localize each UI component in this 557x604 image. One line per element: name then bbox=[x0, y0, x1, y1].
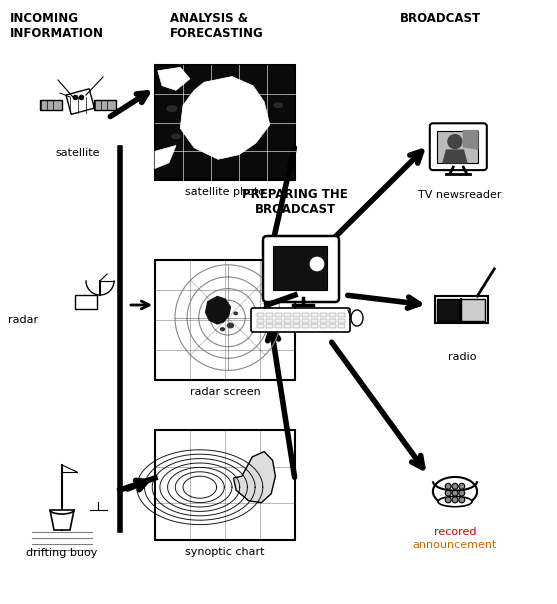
Bar bbox=[338, 313, 345, 317]
Text: satellite photo: satellite photo bbox=[185, 187, 265, 197]
Circle shape bbox=[445, 483, 451, 489]
FancyBboxPatch shape bbox=[263, 236, 339, 302]
Bar bbox=[275, 313, 282, 317]
Circle shape bbox=[452, 483, 458, 489]
Bar bbox=[329, 313, 336, 317]
Bar bbox=[435, 296, 487, 323]
Bar bbox=[293, 318, 300, 323]
Bar bbox=[311, 313, 318, 317]
Bar bbox=[66, 89, 94, 114]
Polygon shape bbox=[158, 67, 190, 91]
Bar bbox=[302, 324, 309, 328]
Text: radar: radar bbox=[8, 315, 38, 325]
Polygon shape bbox=[50, 510, 74, 530]
Bar bbox=[266, 318, 273, 323]
FancyBboxPatch shape bbox=[251, 308, 350, 332]
Bar bbox=[437, 298, 460, 321]
Bar bbox=[338, 324, 345, 328]
Polygon shape bbox=[155, 146, 176, 169]
Bar bbox=[257, 324, 264, 328]
Polygon shape bbox=[233, 452, 275, 503]
Text: radar screen: radar screen bbox=[189, 387, 260, 397]
Bar bbox=[275, 318, 282, 323]
Bar bbox=[461, 298, 485, 321]
Bar bbox=[311, 318, 318, 323]
Bar bbox=[155, 65, 295, 180]
Bar bbox=[320, 313, 327, 317]
Circle shape bbox=[459, 490, 465, 496]
Bar bbox=[329, 318, 336, 323]
Polygon shape bbox=[180, 77, 270, 159]
Text: INCOMING
INFORMATION: INCOMING INFORMATION bbox=[10, 12, 104, 40]
Bar bbox=[320, 318, 327, 323]
Circle shape bbox=[452, 490, 458, 496]
Bar bbox=[311, 324, 318, 328]
Ellipse shape bbox=[433, 477, 477, 506]
Ellipse shape bbox=[220, 327, 225, 332]
Circle shape bbox=[447, 134, 462, 149]
Circle shape bbox=[445, 497, 451, 503]
Ellipse shape bbox=[273, 102, 283, 108]
Bar bbox=[329, 324, 336, 328]
Polygon shape bbox=[206, 297, 231, 324]
Ellipse shape bbox=[171, 133, 181, 139]
Bar bbox=[266, 313, 273, 317]
Ellipse shape bbox=[351, 310, 363, 326]
Circle shape bbox=[452, 497, 458, 503]
Ellipse shape bbox=[227, 323, 234, 329]
Circle shape bbox=[310, 257, 324, 271]
Polygon shape bbox=[443, 150, 467, 163]
FancyBboxPatch shape bbox=[430, 123, 487, 170]
Circle shape bbox=[459, 483, 465, 489]
Circle shape bbox=[445, 490, 451, 496]
Bar bbox=[437, 130, 478, 163]
Text: PREPARING THE
BROADCAST: PREPARING THE BROADCAST bbox=[242, 188, 348, 216]
Text: recored: recored bbox=[434, 527, 476, 537]
Ellipse shape bbox=[166, 105, 177, 112]
Bar bbox=[40, 100, 62, 110]
Text: drifting buoy: drifting buoy bbox=[26, 548, 97, 558]
Bar bbox=[273, 246, 327, 290]
Bar bbox=[155, 260, 295, 380]
Ellipse shape bbox=[438, 496, 472, 507]
Bar bbox=[266, 324, 273, 328]
Bar bbox=[155, 430, 295, 540]
Bar bbox=[75, 295, 97, 309]
Text: ANALYSIS &
FORECASTING: ANALYSIS & FORECASTING bbox=[170, 12, 264, 40]
Text: announcement: announcement bbox=[413, 540, 497, 550]
Bar bbox=[320, 324, 327, 328]
Bar bbox=[284, 318, 291, 323]
Bar bbox=[284, 324, 291, 328]
Circle shape bbox=[459, 497, 465, 503]
Text: TV newsreader: TV newsreader bbox=[418, 190, 502, 200]
Text: BROADCAST: BROADCAST bbox=[400, 12, 481, 25]
Ellipse shape bbox=[233, 312, 238, 315]
Text: synoptic chart: synoptic chart bbox=[185, 547, 265, 557]
Bar bbox=[293, 324, 300, 328]
Text: radio: radio bbox=[448, 352, 476, 362]
Bar bbox=[94, 100, 116, 110]
Bar bbox=[302, 318, 309, 323]
Bar bbox=[302, 313, 309, 317]
Polygon shape bbox=[463, 130, 478, 149]
Bar bbox=[338, 318, 345, 323]
Bar bbox=[293, 313, 300, 317]
Text: satellite: satellite bbox=[56, 148, 100, 158]
Bar bbox=[257, 313, 264, 317]
Bar bbox=[275, 324, 282, 328]
Bar bbox=[284, 313, 291, 317]
Bar bbox=[257, 318, 264, 323]
